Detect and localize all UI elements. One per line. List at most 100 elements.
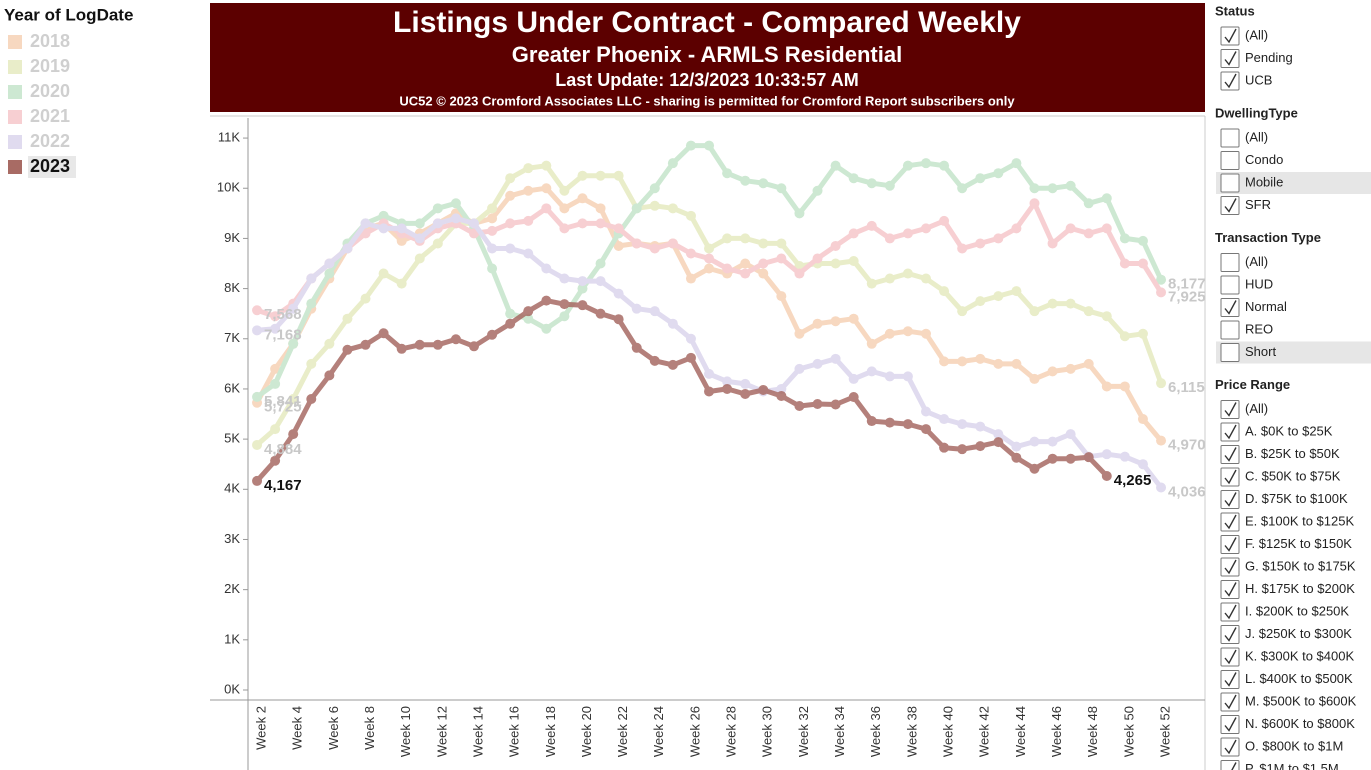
point [523, 163, 534, 174]
point [487, 243, 498, 254]
point [252, 325, 263, 336]
filter-option[interactable]: E. $100K to $125K [1245, 513, 1354, 528]
filter-option[interactable]: SFR [1245, 197, 1271, 212]
legend-swatch[interactable] [8, 60, 22, 74]
x-tick-label: Week 42 [977, 706, 992, 757]
plot: 0K 1K 2K 3K 4K 5K 6K 7K 8K 9K 10K 11K Week 2 Week 4 We… [217, 130, 1206, 758]
filter-option[interactable]: REO [1245, 321, 1273, 336]
filter-option[interactable]: Mobile [1245, 174, 1283, 189]
legend-label[interactable]: 2020 [30, 81, 70, 101]
checkbox[interactable] [1220, 173, 1240, 193]
point [939, 442, 950, 453]
point [1137, 235, 1148, 246]
point [939, 414, 950, 425]
checkmark [1224, 402, 1237, 417]
filter-option[interactable]: Normal [1245, 299, 1287, 314]
checkbox[interactable] [1220, 128, 1240, 148]
checkbox[interactable] [1220, 343, 1240, 362]
filter-option[interactable]: G. $150K to $175K [1245, 558, 1356, 573]
point [270, 455, 281, 466]
point [776, 383, 787, 394]
legend-swatch[interactable] [8, 35, 22, 49]
point [939, 286, 950, 297]
point [722, 233, 733, 244]
filter-option[interactable]: Pending [1245, 50, 1293, 65]
point [378, 223, 389, 234]
legend-label[interactable]: 2019 [30, 56, 70, 76]
x-tick-label: Week 10 [398, 706, 413, 757]
filter-option[interactable]: N. $600K to $800K [1245, 716, 1355, 731]
point [595, 258, 606, 269]
point [1011, 452, 1022, 463]
checkbox[interactable] [1220, 320, 1240, 340]
point [613, 170, 624, 181]
y-tick-label: 3K [224, 531, 240, 546]
x-tick-label: Week 40 [941, 706, 956, 757]
point [1119, 331, 1130, 342]
filter-option[interactable]: D. $75K to $100K [1245, 491, 1348, 506]
legend-swatch[interactable] [8, 85, 22, 99]
checkmark [1224, 51, 1237, 66]
point [1047, 453, 1058, 464]
filter-option[interactable]: P. $1M to $1.5M [1245, 761, 1339, 770]
x-tick-label: Week 50 [1121, 706, 1136, 757]
filter-option[interactable]: F. $125K to $150K [1245, 536, 1352, 551]
legend-swatch[interactable] [8, 160, 22, 174]
filter-option[interactable]: (All) [1245, 254, 1268, 269]
checkmark [1224, 469, 1237, 485]
point [324, 370, 335, 381]
filter-option[interactable]: C. $50K to $75K [1245, 468, 1341, 483]
point [270, 323, 281, 334]
filter-option[interactable]: (All) [1245, 27, 1268, 42]
point [975, 441, 986, 452]
legend-label[interactable]: 2023 [30, 156, 70, 176]
filter-option[interactable]: M. $500K to $600K [1245, 693, 1357, 708]
x-tick-label: Week 34 [832, 706, 847, 757]
filter-option[interactable]: Short [1245, 344, 1276, 359]
filter-option[interactable]: O. $800K to $1M [1245, 738, 1343, 753]
point [1119, 451, 1130, 462]
data-label: 4,970 [1168, 437, 1206, 454]
filter-option[interactable]: K. $300K to $400K [1245, 648, 1354, 663]
point [776, 183, 787, 194]
point [1137, 328, 1148, 339]
legend-swatch[interactable] [8, 110, 22, 124]
point [487, 203, 498, 214]
point [360, 293, 371, 304]
checkbox[interactable] [1220, 253, 1240, 272]
filter-option[interactable]: HUD [1245, 276, 1273, 291]
filter-option[interactable]: J. $250K to $300K [1245, 626, 1352, 641]
point [704, 140, 715, 151]
legend-label[interactable]: 2018 [30, 31, 70, 51]
point [487, 329, 498, 340]
checkmark [1224, 198, 1237, 213]
point [324, 338, 335, 349]
x-tick-label: Week 46 [1049, 706, 1064, 757]
y-tick-label: 10K [217, 180, 240, 195]
legend-swatch[interactable] [8, 135, 22, 149]
legend-label[interactable]: 2021 [30, 106, 70, 126]
point [667, 318, 678, 329]
legend-label[interactable]: 2022 [30, 131, 70, 151]
point [1065, 429, 1076, 440]
point [1029, 463, 1040, 474]
point [1047, 238, 1058, 249]
filter-option[interactable]: B. $25K to $50K [1245, 446, 1340, 461]
filter-option[interactable]: Condo [1245, 152, 1283, 167]
point [830, 353, 841, 364]
x-tick-label: Week 18 [543, 706, 558, 757]
filter-option[interactable]: L. $400K to $500K [1245, 671, 1353, 686]
checkmark [1224, 559, 1237, 575]
x-tick-label: Week 14 [470, 706, 485, 757]
checkbox[interactable] [1220, 275, 1240, 295]
checkbox[interactable] [1220, 151, 1240, 170]
filter-option[interactable]: I. $200K to $250K [1245, 603, 1349, 618]
filter-option[interactable]: A. $0K to $25K [1245, 423, 1333, 438]
filter-option[interactable]: UCB [1245, 72, 1272, 87]
point [758, 258, 769, 269]
filter-option[interactable]: H. $175K to $200K [1245, 581, 1355, 596]
checkbox[interactable] [1220, 760, 1240, 770]
filter-option[interactable]: (All) [1245, 401, 1268, 416]
filter-option[interactable]: (All) [1245, 129, 1268, 144]
point [740, 268, 751, 279]
